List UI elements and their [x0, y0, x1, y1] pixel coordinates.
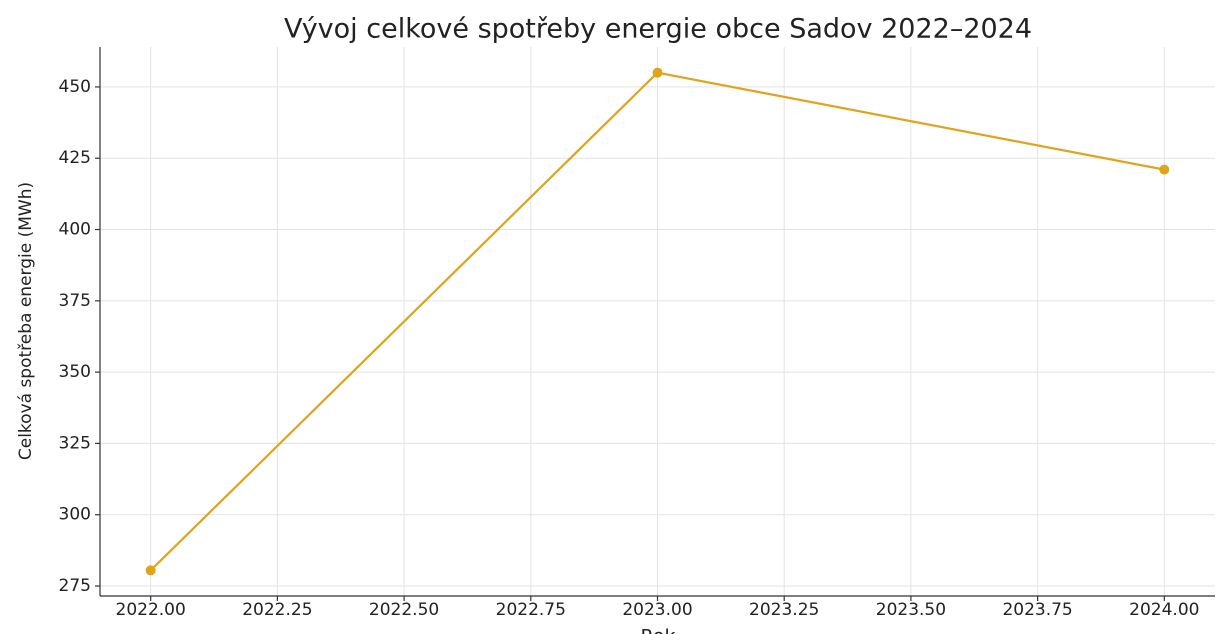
- x-axis-label: Rok: [641, 626, 676, 634]
- x-tick-label: 2023.25: [749, 600, 819, 620]
- y-tick-label: 375: [59, 291, 91, 311]
- x-tick-label: 2023.00: [622, 600, 692, 620]
- x-tick-label: 2022.75: [496, 600, 566, 620]
- point: [1159, 164, 1170, 175]
- y-axis-label: Celková spotřeba energie (MWh): [16, 182, 36, 460]
- x-tick-label: 2024.00: [1129, 600, 1199, 620]
- y-tick-label: 425: [59, 148, 91, 168]
- point: [145, 565, 156, 576]
- x-tick-label: 2022.25: [242, 600, 312, 620]
- chart-title: Vývoj celkové spotřeby energie obce Sado…: [284, 14, 1032, 45]
- x-tick-label: 2022.50: [369, 600, 439, 620]
- y-tick-label: 275: [59, 576, 91, 596]
- x-tick-label: 2023.50: [876, 600, 946, 620]
- x-tick-label: 2022.00: [116, 600, 186, 620]
- point: [652, 67, 663, 78]
- y-tick-label: 300: [59, 505, 91, 525]
- x-tick-label: 2023.75: [1002, 600, 1072, 620]
- y-tick-label: 450: [59, 77, 91, 97]
- y-tick-label: 350: [59, 362, 91, 382]
- y-tick-label: 325: [59, 433, 91, 453]
- y-tick-label: 400: [59, 220, 91, 240]
